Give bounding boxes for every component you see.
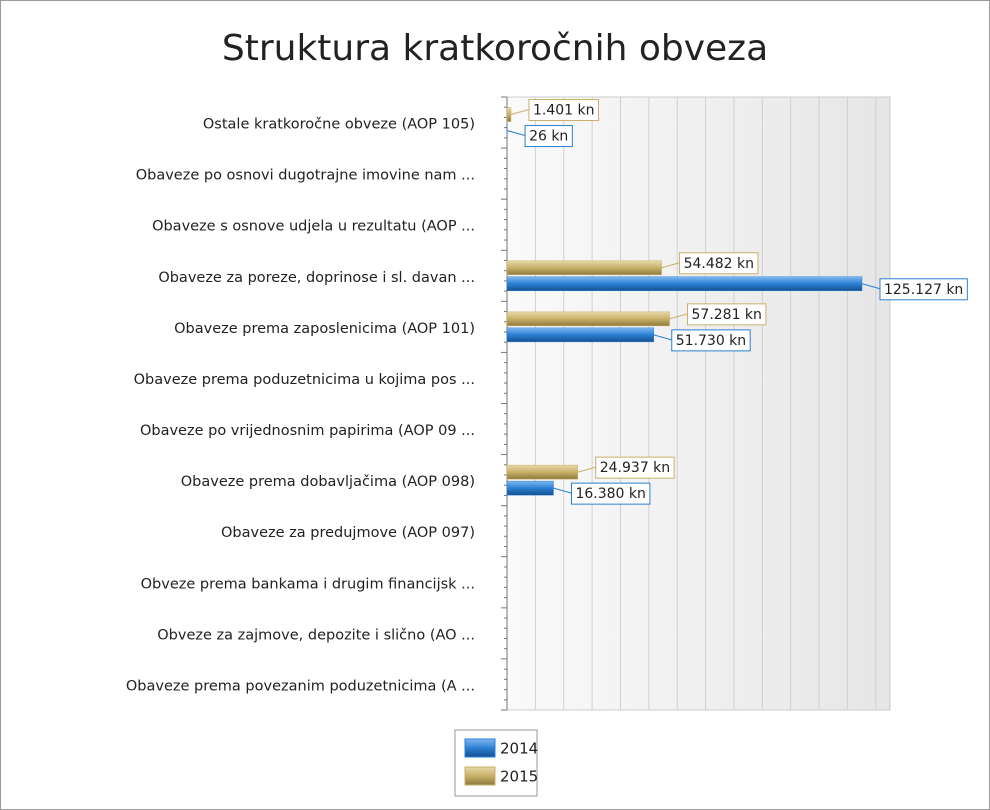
y-tick-label: Obaveze prema zaposlenicima (AOP 101) [174, 321, 475, 337]
y-tick-label: Obaveze po osnovi dugotrajne imovine nam… [136, 168, 475, 184]
value-label: 57.281 kn [692, 307, 762, 323]
legend-label: 2015 [500, 768, 538, 786]
label-connector [653, 334, 672, 341]
y-tick-label: Obaveze za predujmove (AOP 097) [221, 525, 475, 541]
value-label: 54.482 kn [684, 256, 754, 272]
bar [506, 327, 655, 343]
bar [506, 480, 554, 496]
chart-title: Struktura kratkoročnih obveza [222, 28, 768, 69]
bar [506, 464, 578, 480]
value-label-box [687, 303, 767, 326]
y-tick-label: Obaveze za poreze, doprinose i sl. davan… [158, 270, 475, 286]
legend-swatch [464, 738, 496, 758]
value-label-box [570, 482, 651, 505]
value-label: 24.937 kn [600, 460, 670, 476]
value-label-box [524, 125, 573, 148]
legend-label: 2014 [500, 740, 538, 758]
value-label-box [528, 99, 599, 122]
legend: 2014 2015 [454, 729, 538, 797]
value-label-box [679, 252, 759, 275]
label-connector [861, 283, 881, 290]
label-connector [506, 130, 526, 137]
legend-swatch [464, 766, 496, 786]
y-tick-label: Obaveze prema poduzetnicima u kojima pos… [134, 372, 475, 388]
value-label: 51.730 kn [676, 333, 746, 349]
value-label: 16.380 kn [575, 486, 645, 502]
y-tick-label: Obaveze po vrijednosnim papirima (AOP 09… [140, 423, 475, 439]
label-connector [553, 487, 572, 494]
value-label: 125.127 kn [884, 282, 963, 298]
label-connector [669, 313, 688, 320]
y-tick-label: Obaveze prema dobavljačima (AOP 098) [181, 474, 475, 490]
plot-area [506, 96, 891, 711]
bar [506, 276, 863, 292]
value-label-box [671, 329, 751, 352]
value-label: 26 kn [529, 129, 568, 145]
y-tick-label: Obveze prema bankama i drugim financijsk… [141, 576, 475, 592]
label-connector [577, 466, 596, 473]
value-label: 1.401 kn [533, 103, 595, 119]
bar [506, 311, 670, 327]
y-tick-label: Obaveze s osnove udjela u rezultatu (AOP… [152, 219, 475, 235]
bar [506, 107, 512, 122]
y-tick-label: Obveze za zajmove, depozite i slično (AO… [157, 627, 475, 643]
value-label-box [595, 456, 675, 479]
value-label-box [879, 278, 968, 301]
bar [506, 260, 662, 276]
label-connector [510, 109, 530, 116]
y-tick-label: Ostale kratkoročne obveze (AOP 105) [203, 117, 475, 133]
label-connector [661, 262, 680, 269]
y-tick-label: Obaveze prema povezanim poduzetnicima (A… [126, 678, 475, 694]
